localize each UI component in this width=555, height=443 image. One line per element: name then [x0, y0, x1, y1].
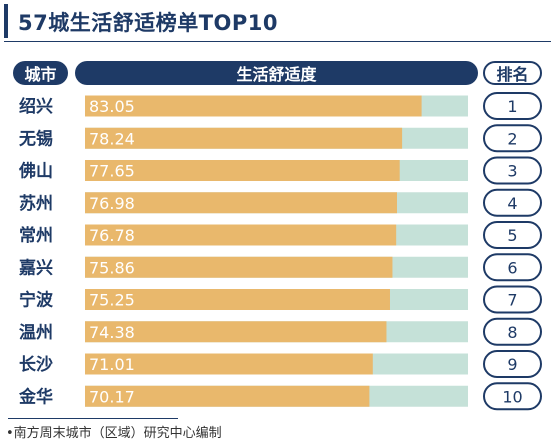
bar	[85, 353, 373, 375]
page-title: 57城生活舒适榜单TOP10	[18, 11, 279, 35]
bar	[85, 127, 403, 149]
bar	[85, 289, 390, 310]
rank-label: 10	[502, 387, 522, 406]
bar-value-label: 70.17	[89, 387, 135, 406]
bar	[85, 385, 370, 407]
bar-value-label: 83.05	[89, 97, 135, 116]
bar	[85, 192, 397, 214]
city-label: 苏州	[19, 193, 53, 214]
value-header-label: 生活舒适度	[236, 65, 317, 84]
city-header-label: 城市	[24, 65, 57, 84]
city-label: 无锡	[18, 128, 53, 149]
rank-label: 9	[507, 355, 517, 374]
title-bar: 57城生活舒适榜单TOP10	[4, 4, 551, 38]
bar	[85, 95, 422, 117]
rank-label: 1	[507, 97, 517, 116]
rank-label: 7	[507, 291, 517, 310]
city-label: 嘉兴	[18, 257, 53, 278]
city-label: 长沙	[19, 354, 53, 375]
value-column-header: 生活舒适度	[75, 61, 478, 85]
bar	[85, 224, 397, 246]
city-label: 温州	[19, 323, 53, 343]
city-label: 佛山	[18, 161, 53, 182]
rank-label: 3	[507, 162, 517, 181]
bar-value-label: 74.38	[89, 323, 135, 342]
rank-label: 8	[507, 323, 517, 342]
bar-value-label: 78.24	[89, 129, 135, 148]
source-note: •南方周末城市（区域）研究中心编制	[6, 426, 222, 441]
bar-value-label: 75.86	[89, 258, 135, 277]
city-label: 绍兴	[19, 96, 53, 117]
bar	[85, 256, 393, 278]
bar-value-label: 75.25	[89, 291, 135, 310]
rank-label: 6	[507, 258, 517, 277]
bar-value-label: 71.01	[89, 355, 135, 374]
rank-label: 4	[507, 194, 517, 213]
rank-badge	[483, 317, 542, 346]
bar-value-label: 76.78	[89, 226, 135, 245]
rank-badge	[483, 188, 542, 217]
rank-badge	[483, 92, 542, 120]
rank-badge	[483, 350, 542, 378]
rank-badge	[483, 124, 542, 153]
rank-badge	[483, 285, 542, 314]
bar	[85, 160, 400, 181]
city-label: 金华	[18, 386, 53, 407]
source-divider	[8, 418, 178, 419]
city-column-header: 城市	[13, 61, 68, 85]
rank-column-header: 排名	[483, 61, 542, 85]
rank-label: 5	[507, 226, 517, 245]
rank-badge	[483, 253, 542, 282]
city-label: 宁波	[19, 290, 54, 311]
bar	[85, 321, 387, 343]
title-divider	[4, 41, 551, 42]
city-label: 常州	[19, 225, 53, 246]
rank-badge	[483, 156, 542, 185]
rank-badge	[483, 382, 542, 411]
rank-header-label: 排名	[496, 65, 529, 84]
rank-label: 2	[507, 129, 517, 148]
bar-value-label: 76.98	[89, 194, 135, 213]
bar-value-label: 77.65	[89, 162, 135, 181]
rank-badge	[483, 221, 542, 249]
